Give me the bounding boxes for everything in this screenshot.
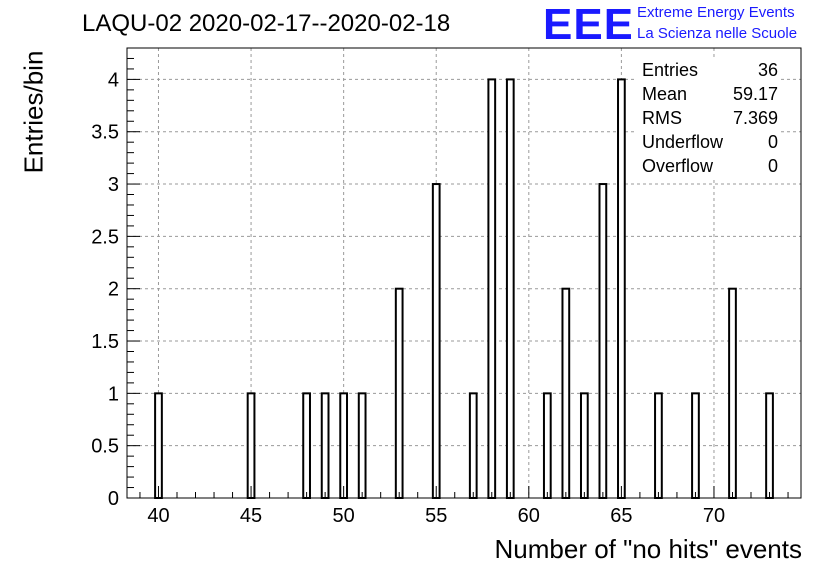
histogram-bar (357, 392, 367, 500)
x-tick-label: 40 (147, 505, 169, 527)
stats-value: 0 (767, 132, 778, 152)
histogram-bar (302, 392, 311, 500)
y-tick-label: 3.5 (91, 122, 119, 144)
logo-line-2: La Scienza nelle Scuole (637, 25, 798, 42)
histogram-bar (487, 78, 497, 499)
y-tick-label: 1.5 (91, 331, 119, 353)
stats-label: Overflow (642, 156, 714, 176)
histogram-bar (542, 392, 552, 500)
stats-label: Mean (642, 84, 688, 104)
y-tick-label: 2 (108, 279, 119, 301)
logo-line-1: Extreme Energy Events (637, 4, 795, 21)
y-tick-label: 3 (108, 174, 119, 196)
plot-frame (126, 47, 802, 499)
histogram-bar (691, 392, 700, 500)
stats-value: 59.17 (732, 84, 778, 104)
chart-title: LAQU-02 2020-02-17--2020-02-18 (82, 10, 451, 37)
stats-value: 7.369 (732, 108, 778, 128)
eee-logo-mark: EEE (543, 2, 631, 42)
histogram-bar (154, 392, 163, 500)
histogram-bar (394, 287, 404, 499)
histogram-bar (654, 392, 663, 500)
x-axis-label: Number of "no hits" events (494, 534, 803, 564)
x-tick-label: 55 (425, 505, 447, 527)
stats-row-mean: Mean 59.17 (634, 82, 780, 106)
histogram-bar (617, 78, 626, 499)
histogram-bar (728, 287, 737, 499)
stats-row-underflow: Underflow 0 (634, 130, 780, 154)
y-tick-label: 0.5 (91, 436, 119, 458)
stats-row-entries: Entries 36 (634, 58, 780, 82)
stats-row-overflow: Overflow 0 (634, 154, 780, 178)
x-tick-label: 65 (610, 505, 632, 527)
y-tick-label: 0 (108, 488, 119, 510)
logo-caption: Extreme Energy Events La Scienza nelle S… (637, 2, 797, 44)
histogram-bar (468, 392, 478, 500)
histogram-bar (431, 183, 441, 499)
histogram-bar (246, 392, 256, 500)
y-tick-label: 4 (108, 69, 119, 91)
histogram-bar (561, 287, 571, 499)
stats-value: 36 (757, 60, 778, 80)
histogram-bar (579, 392, 589, 500)
y-tick-label: 1 (108, 383, 119, 405)
y-tick-label: 2.5 (91, 226, 119, 248)
x-tick-label: 70 (703, 505, 725, 527)
x-tick-label: 60 (518, 505, 540, 527)
x-tick-label: 50 (333, 505, 355, 527)
histogram-bar (320, 392, 330, 500)
stats-value: 0 (767, 156, 778, 176)
stats-label: RMS (642, 108, 682, 128)
eee-logo: EEE (543, 2, 631, 42)
histogram-bar (598, 183, 608, 499)
stats-label: Underflow (642, 132, 724, 152)
histogram-bar (505, 78, 515, 499)
histogram-bar (339, 392, 349, 500)
stats-label: Entries (642, 60, 699, 80)
stats-row-rms: RMS 7.369 (634, 106, 780, 130)
x-tick-label: 45 (240, 505, 262, 527)
stats-box: Entries 36 Mean 59.17 RMS 7.369 Underflo… (634, 58, 780, 178)
y-axis-label: Entries/bin (18, 50, 49, 174)
histogram-bar (765, 392, 774, 500)
